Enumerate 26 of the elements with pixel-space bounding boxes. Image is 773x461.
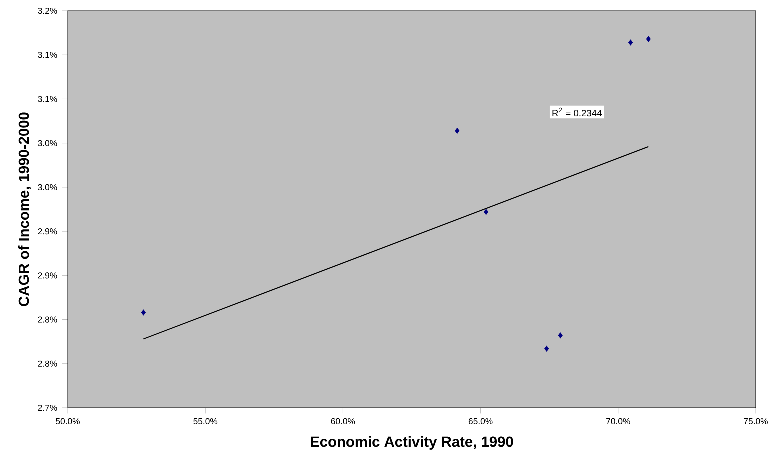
y-tick-label: 3.0% [38, 140, 58, 146]
y-tick-label: 2.9% [38, 228, 58, 235]
x-tick-label: 55.0% [194, 418, 218, 425]
y-tick-label: 3.0% [38, 184, 58, 191]
x-tick-label: 70.0% [606, 418, 630, 425]
y-tick-label: 3.1% [38, 52, 58, 58]
y-axis-title: CAGR of Income, 1990-2000 [18, 112, 32, 306]
y-tick-label: 2.7% [38, 404, 58, 412]
y-tick-label: 3.2% [38, 8, 58, 14]
y-tick-label: 2.9% [38, 272, 58, 279]
x-tick-label: 60.0% [331, 418, 356, 425]
point [544, 346, 550, 352]
point [141, 310, 146, 316]
point [646, 36, 651, 42]
point [558, 332, 563, 339]
point [484, 209, 489, 216]
y-tick-label: 3.1% [38, 96, 58, 102]
x-tick-label: 65.0% [468, 418, 493, 425]
point [455, 128, 460, 134]
x-tick-label: 75.0% [744, 418, 768, 425]
x-tick-label: 50.0% [56, 418, 80, 425]
annotation: R$^{2}$ = 0.2344 [552, 108, 602, 117]
point [628, 40, 634, 46]
y-tick-label: 2.8% [38, 360, 58, 367]
x-axis-title: Economic Activity Rate, 1990 [311, 436, 514, 450]
y-tick-label: 2.8% [38, 316, 58, 323]
